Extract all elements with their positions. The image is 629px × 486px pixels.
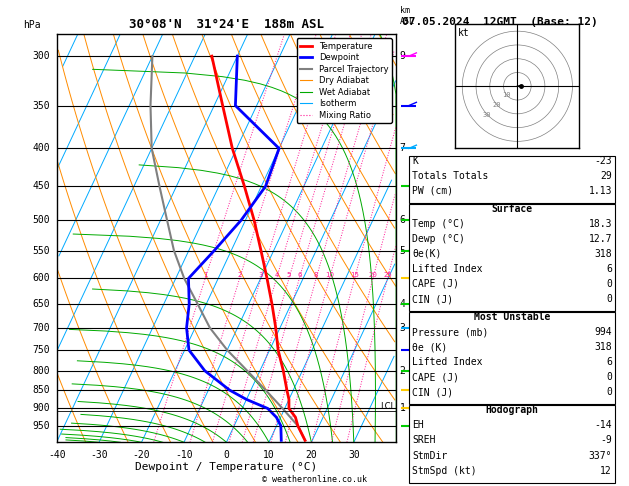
Text: θe(K): θe(K) — [412, 249, 442, 259]
Text: 20: 20 — [306, 451, 317, 460]
Text: 7: 7 — [399, 143, 406, 154]
Text: 3: 3 — [399, 323, 406, 333]
Text: StmDir: StmDir — [412, 451, 447, 461]
Text: 800: 800 — [32, 365, 50, 376]
Text: 0: 0 — [606, 387, 612, 398]
Text: 2: 2 — [399, 365, 406, 376]
Text: 18.3: 18.3 — [589, 219, 612, 229]
Text: 29: 29 — [600, 171, 612, 181]
Text: SREH: SREH — [412, 435, 435, 446]
Text: 6: 6 — [297, 273, 302, 278]
Text: 5: 5 — [399, 245, 406, 256]
Text: 10: 10 — [502, 92, 511, 98]
Text: 10: 10 — [325, 273, 334, 278]
Text: 994: 994 — [594, 327, 612, 337]
Text: PW (cm): PW (cm) — [412, 186, 453, 196]
Text: 5: 5 — [287, 273, 291, 278]
Text: 3: 3 — [259, 273, 263, 278]
Text: -14: -14 — [594, 420, 612, 431]
Text: km
ASL: km ASL — [399, 6, 415, 26]
Text: 1: 1 — [399, 403, 406, 414]
Text: kt: kt — [458, 29, 470, 38]
Text: EH: EH — [412, 420, 424, 431]
Text: Totals Totals: Totals Totals — [412, 171, 488, 181]
Legend: Temperature, Dewpoint, Parcel Trajectory, Dry Adiabat, Wet Adiabat, Isotherm, Mi: Temperature, Dewpoint, Parcel Trajectory… — [297, 38, 392, 123]
Text: 07.05.2024  12GMT  (Base: 12): 07.05.2024 12GMT (Base: 12) — [402, 17, 598, 27]
Text: 318: 318 — [594, 342, 612, 352]
Text: 700: 700 — [32, 323, 50, 333]
Text: 450: 450 — [32, 181, 50, 191]
Text: 300: 300 — [32, 51, 50, 61]
Text: Most Unstable: Most Unstable — [474, 312, 550, 322]
Text: 550: 550 — [32, 245, 50, 256]
Text: 9: 9 — [399, 51, 406, 61]
Text: Dewp (°C): Dewp (°C) — [412, 234, 465, 244]
Text: 337°: 337° — [589, 451, 612, 461]
Text: 15: 15 — [350, 273, 359, 278]
Text: 2: 2 — [237, 273, 242, 278]
Text: CIN (J): CIN (J) — [412, 387, 453, 398]
Text: © weatheronline.co.uk: © weatheronline.co.uk — [262, 474, 367, 484]
Text: CIN (J): CIN (J) — [412, 294, 453, 304]
Text: 30: 30 — [348, 451, 360, 460]
Text: 950: 950 — [32, 421, 50, 431]
Text: 12: 12 — [600, 466, 612, 476]
Text: 750: 750 — [32, 345, 50, 355]
X-axis label: Dewpoint / Temperature (°C): Dewpoint / Temperature (°C) — [135, 462, 318, 472]
Text: 4: 4 — [274, 273, 279, 278]
Text: 4: 4 — [399, 299, 406, 309]
Text: StmSpd (kt): StmSpd (kt) — [412, 466, 477, 476]
Text: 650: 650 — [32, 299, 50, 309]
Text: K: K — [412, 156, 418, 166]
Text: -23: -23 — [594, 156, 612, 166]
Text: 8: 8 — [314, 273, 318, 278]
Text: Hodograph: Hodograph — [486, 405, 538, 416]
Text: Mixing Ratio (g/kg): Mixing Ratio (g/kg) — [430, 182, 440, 294]
Text: LCL: LCL — [380, 402, 395, 411]
Text: 318: 318 — [594, 249, 612, 259]
Text: 25: 25 — [383, 273, 392, 278]
Text: 6: 6 — [399, 215, 406, 225]
Text: -30: -30 — [90, 451, 108, 460]
Text: CAPE (J): CAPE (J) — [412, 372, 459, 382]
Text: 900: 900 — [32, 403, 50, 414]
Text: 0: 0 — [606, 279, 612, 289]
Text: 0: 0 — [606, 294, 612, 304]
Text: θe (K): θe (K) — [412, 342, 447, 352]
Text: -10: -10 — [175, 451, 193, 460]
Text: 600: 600 — [32, 274, 50, 283]
Text: 350: 350 — [32, 101, 50, 111]
Text: 12.7: 12.7 — [589, 234, 612, 244]
Text: hPa: hPa — [23, 20, 40, 30]
Text: 1: 1 — [203, 273, 208, 278]
Text: 6: 6 — [606, 264, 612, 274]
Text: Temp (°C): Temp (°C) — [412, 219, 465, 229]
Text: Surface: Surface — [491, 204, 533, 214]
Text: -20: -20 — [133, 451, 150, 460]
Text: 400: 400 — [32, 143, 50, 154]
Text: 20: 20 — [369, 273, 377, 278]
Text: -9: -9 — [600, 435, 612, 446]
Title: 30°08'N  31°24'E  188m ASL: 30°08'N 31°24'E 188m ASL — [129, 18, 324, 32]
Text: 850: 850 — [32, 385, 50, 395]
Text: 20: 20 — [493, 102, 501, 108]
Text: 1.13: 1.13 — [589, 186, 612, 196]
Text: Lifted Index: Lifted Index — [412, 357, 482, 367]
Text: CAPE (J): CAPE (J) — [412, 279, 459, 289]
Text: 6: 6 — [606, 357, 612, 367]
Text: -40: -40 — [48, 451, 65, 460]
Text: 0: 0 — [223, 451, 230, 460]
Text: Pressure (mb): Pressure (mb) — [412, 327, 488, 337]
Text: 30: 30 — [482, 112, 491, 118]
Text: 500: 500 — [32, 215, 50, 225]
Text: 10: 10 — [263, 451, 275, 460]
Text: 0: 0 — [606, 372, 612, 382]
Text: Lifted Index: Lifted Index — [412, 264, 482, 274]
